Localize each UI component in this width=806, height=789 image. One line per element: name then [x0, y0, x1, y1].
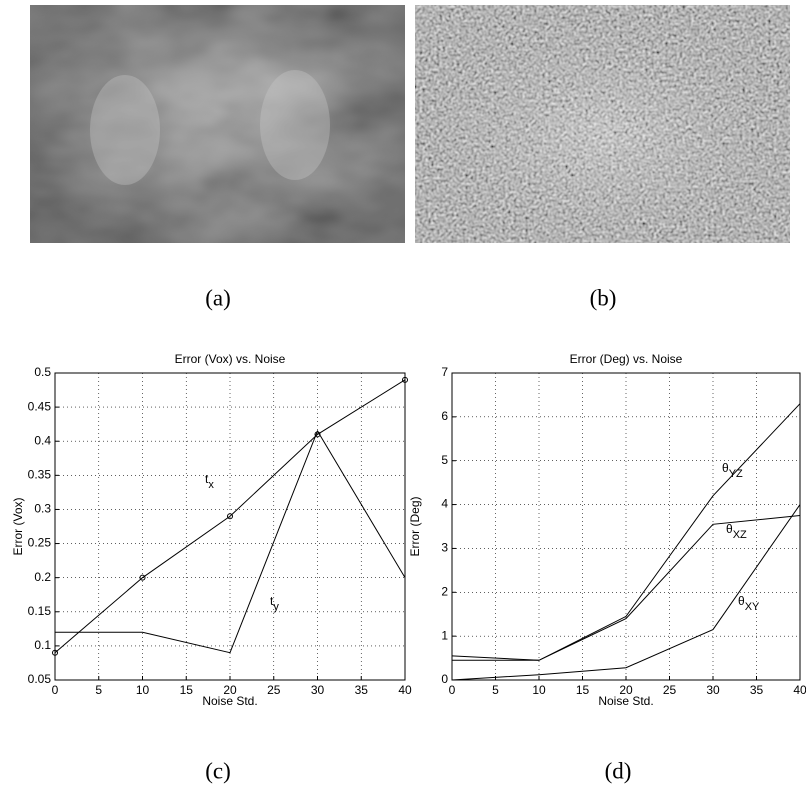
caption: (a)	[205, 285, 231, 310]
series-label: θXZ	[726, 522, 747, 541]
x-tick-label: 15	[180, 683, 194, 697]
caption: (c)	[205, 758, 231, 783]
series-line	[451, 504, 801, 681]
x-axis-label: Noise Std.	[202, 694, 257, 708]
y-tick-label: 0.3	[34, 502, 51, 516]
plot-area	[452, 373, 800, 680]
x-tick-label: 0	[52, 683, 59, 697]
x-tick-label: 0	[449, 683, 456, 697]
x-axis-label: Noise Std.	[598, 694, 653, 708]
x-tick-label: 10	[532, 683, 546, 697]
series-subscript: XY	[745, 601, 760, 613]
x-tick-label: 10	[136, 683, 150, 697]
caption: (d)	[605, 758, 632, 783]
chart: 0 5 10 15 20 25 30 35 40 0 1 2 3 4 5 6 7 Error (Deg) vs. …	[408, 352, 806, 708]
y-tick-label: 0.1	[34, 638, 51, 652]
x-tick-label: 30	[311, 683, 325, 697]
chart: 0 5 10 15 20 25 30 35 40 0.05 0.1 0.15 0.2 0.25 0.3 0.3…	[11, 352, 412, 708]
x-tick-label: 40	[398, 683, 412, 697]
y-tick-label: 0.15	[28, 604, 52, 618]
series-label: tx	[205, 472, 214, 491]
x-tick-label: 35	[750, 683, 764, 697]
axes-frame	[451, 372, 801, 681]
y-tick-label: 0.4	[34, 433, 51, 447]
y-tick-label: 7	[441, 365, 448, 379]
series-name: θ	[738, 594, 745, 608]
x-tick-label: 25	[267, 683, 281, 697]
point-marker	[227, 513, 233, 520]
y-tick-label: 0.45	[28, 399, 52, 413]
y-tick-label: 2	[441, 584, 448, 598]
series-label: θYZ	[722, 461, 743, 480]
y-tick-label: 3	[441, 541, 448, 555]
y-tick-label: 0.05	[28, 672, 52, 686]
y-tick-label: 0.2	[34, 570, 51, 584]
series-subscript: y	[273, 601, 279, 613]
series-name: θ	[722, 461, 729, 475]
y-tick-label: 0.35	[28, 468, 52, 482]
x-tick-label: 5	[95, 683, 102, 697]
series-line	[452, 515, 801, 661]
series-name: t	[205, 472, 209, 486]
x-tick-label: 5	[492, 683, 499, 697]
series-subscript: XZ	[733, 529, 747, 541]
y-tick-label: 0.25	[28, 536, 52, 550]
caption: (b)	[590, 285, 617, 310]
x-tick-label: 30	[706, 683, 720, 697]
chart-title: Error (Deg) vs. Noise	[570, 352, 683, 366]
y-axis-label: Error (Vox)	[11, 497, 25, 555]
y-tick-label: 1	[441, 628, 448, 642]
series-label: θXY	[738, 594, 760, 613]
series-line	[451, 403, 801, 661]
plot-area	[55, 373, 405, 680]
series-name: t	[270, 594, 274, 608]
x-tick-label: 40	[793, 683, 806, 697]
series-line	[55, 429, 406, 654]
x-tick-label: 35	[355, 683, 369, 697]
y-tick-label: 0	[441, 672, 448, 686]
point-marker	[402, 376, 408, 383]
y-tick-label: 0.5	[34, 365, 51, 379]
y-tick-label: 4	[441, 497, 448, 511]
y-tick-label: 5	[441, 453, 448, 467]
x-tick-label: 25	[663, 683, 677, 697]
x-tick-label: 20	[619, 683, 633, 697]
series-subscript: YZ	[729, 468, 743, 480]
y-axis-label: Error (Deg)	[408, 496, 422, 556]
series-name: θ	[726, 522, 733, 536]
point-marker	[52, 649, 58, 656]
series-line	[54, 379, 406, 654]
point-marker	[139, 574, 146, 581]
x-tick-label: 20	[223, 683, 237, 697]
series-label: ty	[270, 594, 279, 613]
y-tick-label: 6	[441, 409, 448, 423]
image-b	[415, 5, 790, 243]
series-subscript: x	[208, 479, 214, 491]
x-tick-label: 15	[576, 683, 590, 697]
chart-title: Error (Vox) vs. Noise	[175, 352, 286, 366]
image-a	[30, 5, 405, 243]
axes-frame	[54, 372, 406, 681]
